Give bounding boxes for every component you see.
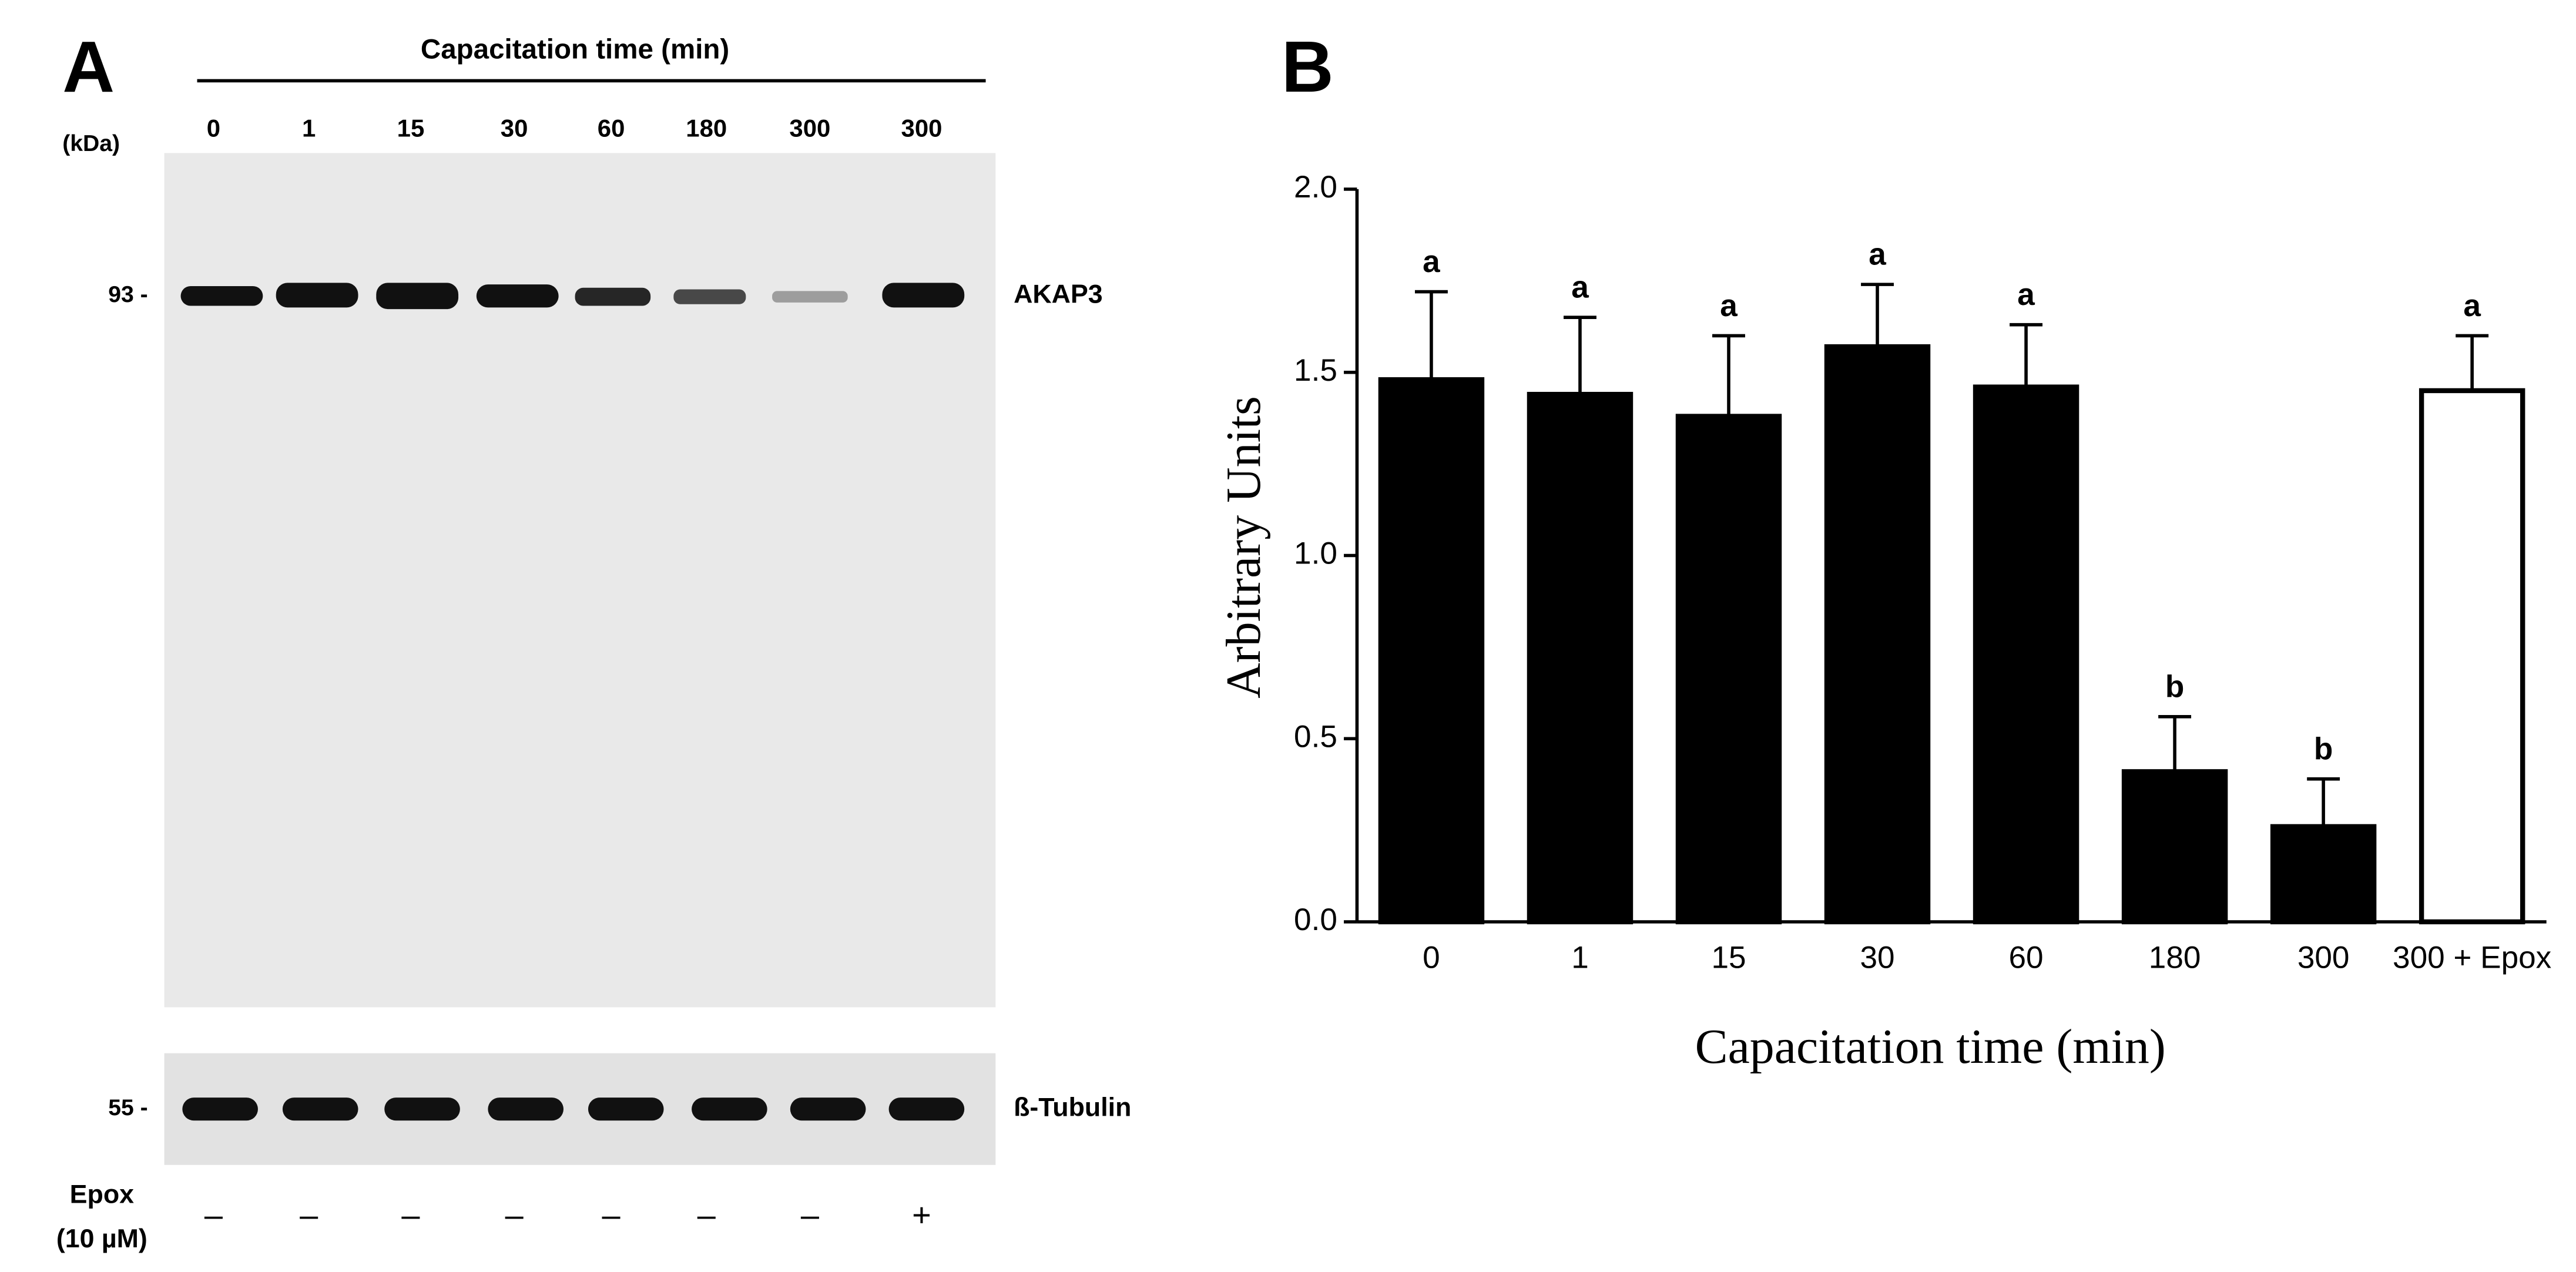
x-tick-label: 60	[2009, 940, 2044, 975]
significance-letter: b	[2314, 731, 2333, 766]
x-tick-label: 0	[1423, 940, 1440, 975]
bar	[1527, 391, 1634, 925]
treatment-sign: –	[602, 1196, 621, 1233]
treatment-sign: –	[204, 1196, 223, 1233]
significance-letter: a	[2017, 277, 2035, 312]
significance-letter: a	[2463, 288, 2481, 323]
bar	[1378, 377, 1485, 925]
band	[692, 1098, 767, 1121]
lane-label: 15	[397, 114, 425, 142]
lane-label: 60	[598, 114, 625, 142]
bar	[2121, 769, 2228, 925]
bar	[1824, 344, 1931, 925]
x-tick-label: 180	[2149, 940, 2201, 975]
treatment-label: Epox	[70, 1180, 134, 1209]
x-tick-label: 300 + Epox	[2393, 940, 2551, 975]
treatment-sign: –	[801, 1196, 820, 1233]
akap3-bands	[180, 283, 965, 310]
band	[282, 1098, 358, 1121]
treatment-sign: –	[401, 1196, 420, 1233]
x-axis-title: Capacitation time (min)	[1695, 1019, 2166, 1074]
treatment-sign: +	[912, 1196, 931, 1233]
blot-membrane	[164, 153, 996, 1008]
panel-label: A	[62, 27, 115, 108]
treatment-sign: –	[697, 1196, 716, 1233]
band	[384, 1098, 460, 1121]
band	[673, 289, 746, 304]
band	[182, 1098, 258, 1121]
panel-label: B	[1282, 27, 1334, 108]
unit-label: (kDa)	[62, 131, 120, 156]
band	[180, 286, 263, 306]
marker-label: 55 -	[108, 1095, 147, 1120]
y-tick-label: 1.5	[1294, 353, 1337, 388]
lane-label: 300	[789, 114, 830, 142]
x-tick-label: 1	[1571, 940, 1589, 975]
marker-label: 93 -	[108, 282, 147, 307]
tubulin-bands	[182, 1098, 965, 1121]
band	[476, 284, 559, 308]
band	[772, 291, 848, 303]
bar	[1973, 384, 2079, 925]
lane-label: 300	[901, 114, 942, 142]
band	[488, 1098, 564, 1121]
y-tick-label: 1.0	[1294, 536, 1337, 571]
band	[376, 283, 459, 310]
protein-label: ß-Tubulin	[1014, 1093, 1131, 1122]
treatment-sign: –	[505, 1196, 524, 1233]
band	[790, 1098, 866, 1121]
significance-letter: a	[1869, 237, 1886, 272]
y-tick-label: 2.0	[1294, 170, 1337, 204]
band	[888, 1098, 965, 1121]
band	[882, 283, 965, 308]
band	[575, 287, 651, 306]
blot-header: Capacitation time (min)	[421, 34, 729, 65]
y-tick-label: 0.5	[1294, 719, 1337, 754]
band	[276, 283, 358, 308]
y-axis-title: Arbitrary Units	[1216, 396, 1271, 699]
lane-label: 0	[207, 114, 220, 142]
band	[588, 1098, 664, 1121]
bar	[2270, 824, 2377, 925]
significance-letter: b	[2165, 669, 2184, 704]
y-tick-label: 0.0	[1294, 902, 1337, 937]
lane-label: 30	[501, 114, 528, 142]
x-tick-label: 15	[1711, 940, 1746, 975]
x-tick-label: 300	[2297, 940, 2350, 975]
significance-letter: a	[1571, 270, 1589, 305]
treatment-label: (10 µM)	[56, 1224, 147, 1253]
treatment-sign: –	[300, 1196, 318, 1233]
significance-letter: a	[1423, 244, 1440, 279]
lane-label: 180	[686, 114, 727, 142]
protein-label: AKAP3	[1014, 280, 1103, 309]
significance-letter: a	[1720, 288, 1738, 323]
lane-label: 1	[302, 114, 316, 142]
bar	[1675, 414, 1782, 925]
bar	[2419, 388, 2525, 925]
x-tick-label: 30	[1860, 940, 1894, 975]
